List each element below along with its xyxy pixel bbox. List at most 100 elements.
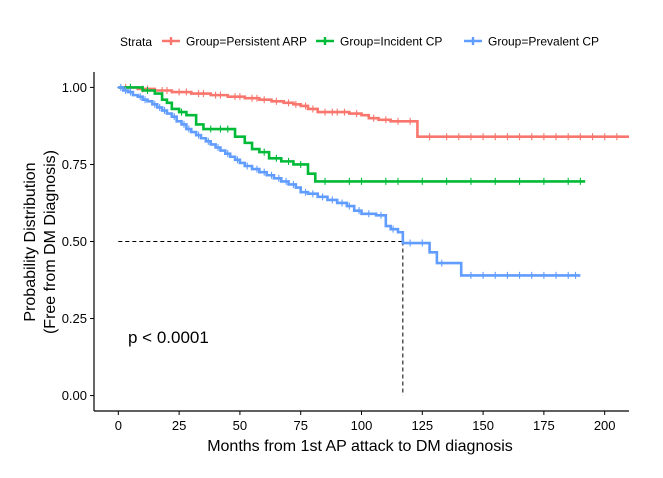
censor-mark (199, 90, 207, 98)
x-tick-label: 150 (472, 418, 494, 433)
y-tick-label: 0.75 (62, 157, 87, 172)
censor-mark (394, 177, 402, 185)
censor-mark (576, 133, 584, 141)
censor-mark (216, 91, 224, 99)
censor-mark (406, 117, 414, 125)
censor-mark (601, 133, 609, 141)
censor-mark (540, 177, 548, 185)
x-tick-label: 200 (594, 418, 616, 433)
censor-mark (479, 133, 487, 141)
legend-item: Group=Prevalent CP (464, 35, 599, 49)
censor-mark (382, 177, 390, 185)
censor-mark (328, 196, 336, 204)
censor-mark (333, 108, 341, 116)
censor-mark (122, 86, 130, 94)
censor-mark (552, 271, 560, 279)
censor-mark (443, 177, 451, 185)
y-tick-label: 0.00 (62, 388, 87, 403)
censor-mark (236, 93, 244, 101)
censor-mark (297, 160, 305, 168)
legend-label: Group=Prevalent CP (488, 35, 599, 49)
censor-mark (552, 133, 560, 141)
y-tick-label: 1.00 (62, 80, 87, 95)
x-tick-label: 75 (293, 418, 307, 433)
censor-mark (216, 125, 224, 133)
x-tick-label: 175 (533, 418, 555, 433)
x-tick-label: 100 (351, 418, 373, 433)
censor-mark (285, 157, 293, 165)
censor-mark (358, 177, 365, 185)
censor-mark (516, 177, 524, 185)
censor-mark (175, 88, 183, 96)
x-tick-label: 0 (115, 418, 122, 433)
series-prevalent-cp (117, 83, 581, 279)
censor-mark (282, 177, 290, 185)
censor-mark (253, 94, 261, 102)
censor-mark (224, 125, 232, 133)
censor-mark (161, 107, 169, 115)
censor-mark (345, 202, 353, 210)
censor-mark (576, 177, 584, 185)
censor-mark (272, 154, 280, 162)
censor-mark (353, 110, 361, 118)
x-tick-label: 50 (233, 418, 247, 433)
censor-mark (394, 117, 402, 125)
censor-mark (319, 193, 327, 201)
censor-mark (151, 100, 159, 108)
series-incident-cp (118, 83, 586, 185)
censor-mark (443, 133, 451, 141)
censor-mark (467, 177, 475, 185)
censor-mark (528, 133, 536, 141)
censor-mark (163, 86, 171, 94)
censor-mark (117, 83, 125, 91)
censor-mark (126, 88, 134, 96)
x-tick-label: 25 (172, 418, 186, 433)
censor-mark (309, 105, 317, 113)
censor-mark (170, 113, 178, 121)
legend-key (464, 37, 482, 45)
censor-mark (302, 102, 310, 110)
legend-item: Group=Incident CP (316, 35, 442, 49)
y-axis-title-line2: (Free from DM Diagnosis) (42, 150, 59, 334)
censor-mark (365, 210, 373, 218)
censor-mark (289, 180, 297, 188)
censor-mark (214, 144, 222, 152)
censor-mark (355, 207, 363, 215)
legend-label: Group=Persistent ARP (186, 35, 307, 49)
censor-mark (438, 259, 446, 267)
legend-key (316, 37, 334, 45)
censor-mark (503, 133, 511, 141)
censor-mark (321, 108, 329, 116)
censor-mark (204, 137, 212, 145)
y-tick-label: 0.25 (62, 311, 87, 326)
censor-mark (253, 165, 261, 173)
median-reference-lines (118, 241, 404, 396)
censor-mark (195, 131, 203, 139)
censor-mark (479, 271, 487, 279)
censor-mark (377, 211, 385, 219)
censor-mark (382, 116, 390, 124)
censor-mark (455, 133, 463, 141)
series-persistent-arp (118, 83, 629, 141)
censor-mark (260, 148, 268, 156)
censor-mark (224, 150, 232, 158)
censor-mark (268, 171, 276, 179)
censor-mark (182, 88, 190, 96)
censor-mark (418, 239, 426, 247)
censor-mark (564, 177, 572, 185)
censor-mark (572, 271, 579, 279)
censor-mark (260, 96, 268, 104)
p-value-annotation: p < 0.0001 (128, 328, 209, 347)
censor-mark (491, 133, 499, 141)
y-axis-title: Probability Distribution (Free from DM D… (22, 150, 59, 334)
censor-mark (243, 162, 251, 170)
censor-mark (285, 99, 293, 107)
survival-curve-incident-cp (118, 86, 586, 183)
censor-mark (180, 120, 188, 128)
censor-mark (178, 108, 186, 116)
censor-mark (406, 239, 414, 247)
censor-mark (564, 271, 572, 279)
legend-key (162, 37, 180, 45)
survival-curve-persistent-arp (118, 86, 629, 139)
censor-mark (309, 190, 317, 198)
